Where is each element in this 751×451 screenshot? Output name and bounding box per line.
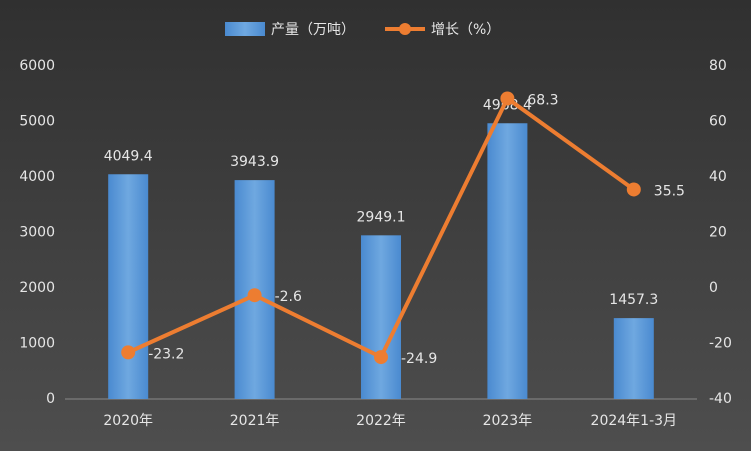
line-point	[374, 350, 388, 365]
line-point	[121, 345, 136, 360]
bar-value-label: 3943.9	[230, 154, 279, 170]
y-tick-label: 2000	[19, 280, 55, 296]
line-value-label: -2.6	[275, 289, 302, 305]
legend-swatch	[399, 23, 411, 35]
line-point	[626, 182, 641, 197]
y2-tick-label: -20	[709, 336, 732, 352]
bar	[361, 235, 401, 399]
legend-swatch	[225, 22, 265, 36]
legend-label: 增长（%）	[431, 22, 500, 38]
line-value-label: -23.2	[148, 346, 184, 362]
y-tick-label: 1000	[19, 336, 55, 352]
line-value-label: 35.5	[654, 183, 685, 199]
x-tick-label: 2022年	[356, 413, 406, 429]
x-tick-label: 2024年1-3月	[591, 413, 678, 429]
x-tick-label: 2020年	[103, 413, 153, 429]
y-tick-label: 3000	[19, 225, 55, 241]
bar	[108, 174, 149, 399]
y2-tick-label: 80	[709, 58, 727, 74]
bar	[613, 318, 654, 399]
y-tick-label: 6000	[19, 58, 55, 74]
y2-tick-label: -40	[709, 391, 732, 407]
y-tick-label: 5000	[19, 114, 55, 130]
bar-value-label: 1457.3	[609, 292, 658, 308]
y2-tick-label: 20	[709, 225, 727, 241]
y-tick-label: 4000	[19, 169, 55, 185]
bar	[487, 123, 528, 400]
line-value-label: -24.9	[401, 351, 437, 367]
y2-tick-label: 40	[709, 169, 727, 185]
x-tick-label: 2023年	[483, 413, 533, 429]
legend-label: 产量（万吨）	[271, 22, 355, 38]
line-point	[500, 91, 515, 106]
y2-tick-label: 60	[709, 114, 727, 130]
y-tick-label: 0	[46, 391, 55, 407]
line-value-label: 68.3	[527, 92, 558, 108]
x-tick-label: 2021年	[230, 413, 280, 429]
line-point	[247, 288, 262, 303]
y2-tick-label: 0	[709, 280, 718, 296]
bar-value-label: 2949.1	[357, 209, 406, 225]
bar-value-label: 4049.4	[104, 148, 153, 164]
